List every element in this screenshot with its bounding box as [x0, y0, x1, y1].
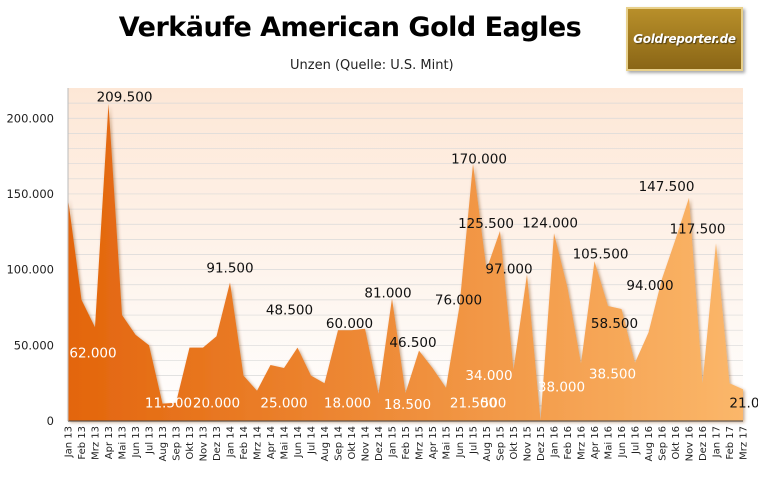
- data-label: 38.500: [589, 367, 636, 383]
- x-tick-label: Apr 13: [104, 426, 115, 459]
- data-label: 97.000: [485, 261, 532, 277]
- x-tick-label: Mai 16: [604, 426, 615, 459]
- y-tick-label: 100.000: [6, 263, 54, 277]
- data-label: 34.000: [465, 368, 512, 384]
- x-tick-label: Mrz 17: [739, 426, 750, 460]
- x-tick-label: Feb 14: [239, 426, 250, 460]
- x-tick-label: Jan 17: [712, 426, 723, 458]
- x-tick-label: Sep 16: [658, 426, 669, 461]
- x-tick-label: Aug 15: [482, 426, 493, 461]
- x-tick-label: Aug 13: [158, 426, 169, 461]
- x-tick-label: Apr 15: [428, 426, 439, 459]
- x-tick-label: Okt 14: [347, 426, 358, 460]
- data-label: 11.500: [145, 395, 192, 411]
- x-tick-label: Feb 15: [401, 426, 412, 460]
- x-tick-label: Dez 16: [698, 426, 709, 461]
- x-tick-label: Dez 15: [536, 426, 547, 461]
- x-tick-label: Mai 15: [442, 426, 453, 459]
- x-tick-label: Jan 13: [64, 426, 75, 458]
- data-label: 94.000: [626, 278, 673, 294]
- x-tick-label: Dez 13: [212, 426, 223, 461]
- y-tick-label: 0: [47, 414, 54, 428]
- data-label: 209.500: [97, 90, 153, 106]
- x-tick-label: Feb 17: [725, 426, 736, 460]
- x-tick-label: Jul 15: [469, 426, 480, 455]
- y-tick-label: 200.000: [6, 111, 54, 125]
- data-label: 48.500: [266, 302, 313, 318]
- data-label: 18.500: [384, 397, 431, 413]
- x-tick-label: Dez 14: [374, 426, 385, 461]
- x-tick-label: Jul 13: [145, 426, 156, 455]
- data-label: 117.500: [670, 221, 726, 237]
- x-tick-labels: Jan 13 Feb 13 Mrz 13 Apr 13 Mai 13 Jun 13 Jul …: [64, 426, 750, 461]
- x-tick-label: Jan 16: [550, 426, 561, 458]
- data-label: 21.500: [450, 395, 497, 411]
- chart-subtitle: Unzen (Quelle: U.S. Mint): [290, 58, 454, 73]
- x-tick-label: Mrz 14: [253, 426, 264, 460]
- x-tick-label: Sep 15: [496, 426, 507, 461]
- data-labels: 209.500 62.000 11.500 91.500 20.000 48.500 25.…: [69, 90, 758, 413]
- data-label: 91.500: [206, 261, 253, 277]
- x-tick-label: Jan 14: [226, 426, 237, 458]
- data-label: 124.000: [522, 215, 578, 231]
- x-tick-label: Jun 15: [455, 426, 466, 459]
- x-tick-label: Feb 16: [563, 426, 574, 460]
- x-tick-label: Aug 16: [644, 426, 655, 461]
- x-tick-label: Mrz 15: [415, 426, 426, 460]
- sales-area: [68, 103, 743, 422]
- x-tick-label: Feb 13: [77, 426, 88, 460]
- x-tick-label: Mrz 13: [91, 426, 102, 460]
- x-tick-label: Jun 16: [617, 426, 628, 459]
- data-label: 60.000: [326, 316, 373, 332]
- x-tick-label: Mai 13: [118, 426, 129, 459]
- x-tick-label: Sep 14: [334, 426, 345, 461]
- data-label: 25.000: [260, 395, 307, 411]
- x-tick-label: Nov 15: [523, 426, 534, 461]
- data-label: 125.500: [458, 216, 514, 232]
- x-tick-label: Okt 13: [185, 426, 196, 460]
- x-tick-label: Mai 14: [280, 426, 291, 459]
- x-tick-label: Jan 15: [388, 426, 399, 458]
- x-tick-label: Sep 13: [172, 426, 183, 461]
- x-tick-label: Okt 16: [671, 426, 682, 460]
- x-tick-label: Jul 14: [307, 426, 318, 455]
- data-label: 76.000: [435, 292, 482, 308]
- x-tick-label: Nov 13: [199, 426, 210, 461]
- x-tick-label: Okt 15: [509, 426, 520, 460]
- logo-text: Goldreporter.de: [633, 32, 736, 46]
- x-tick-label: Nov 16: [685, 426, 696, 461]
- y-tick-label: 150.000: [6, 187, 54, 201]
- data-label: 21.000: [729, 395, 758, 411]
- data-label: 147.500: [639, 179, 695, 195]
- data-label: 62.000: [69, 345, 116, 361]
- data-label: 81.000: [364, 286, 411, 302]
- x-tick-label: Nov 14: [361, 426, 372, 461]
- data-label: 46.500: [389, 335, 436, 351]
- x-tick-label: Jun 13: [131, 426, 142, 459]
- x-tick-label: Mrz 16: [577, 426, 588, 460]
- data-label: 38.000: [538, 380, 585, 396]
- data-label: 105.500: [573, 246, 629, 262]
- y-tick-labels: 0 50.000 100.000 150.000 200.000: [6, 111, 54, 428]
- chart-title: Verkäufe American Gold Eagles: [118, 12, 582, 43]
- x-tick-label: Aug 14: [320, 426, 331, 461]
- y-tick-label: 50.000: [14, 338, 54, 352]
- x-tick-label: Jun 14: [293, 426, 304, 459]
- data-label: 170.000: [451, 152, 507, 168]
- data-label: 500: [481, 395, 507, 411]
- x-tick-label: Jul 16: [631, 426, 642, 455]
- x-tick-label: Apr 14: [266, 426, 277, 459]
- x-tick-label: Apr 16: [590, 426, 601, 459]
- goldreporter-logo: Goldreporter.de: [626, 7, 743, 71]
- data-label: 20.000: [193, 395, 240, 411]
- data-label: 18.000: [324, 395, 371, 411]
- data-label: 58.500: [591, 316, 638, 332]
